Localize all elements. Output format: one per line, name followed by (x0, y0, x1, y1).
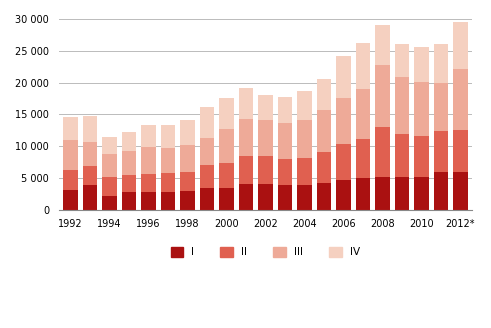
Bar (180, 120, 195, 145)
Bar (161, 193, 175, 210)
Bar (297, 92, 312, 120)
Bar (63, 140, 78, 170)
Bar (434, 44, 448, 83)
Bar (336, 180, 351, 210)
Bar (63, 117, 78, 140)
Bar (395, 77, 409, 134)
Bar (141, 147, 156, 174)
Bar (161, 125, 175, 148)
Bar (239, 155, 253, 184)
Bar (63, 190, 78, 210)
Bar (122, 193, 136, 210)
Bar (161, 174, 175, 193)
Bar (434, 172, 448, 210)
Bar (239, 184, 253, 210)
Legend: I, II, III, IV: I, II, III, IV (166, 243, 364, 262)
Bar (297, 185, 312, 210)
Bar (355, 139, 370, 178)
Bar (63, 170, 78, 190)
Bar (434, 83, 448, 132)
Bar (297, 157, 312, 185)
Bar (82, 166, 97, 185)
Bar (102, 136, 117, 154)
Bar (277, 159, 292, 185)
Bar (82, 185, 97, 210)
Bar (317, 79, 331, 110)
Bar (258, 120, 273, 156)
Bar (375, 65, 390, 127)
Bar (102, 154, 117, 177)
Bar (141, 174, 156, 193)
Bar (239, 88, 253, 119)
Bar (102, 177, 117, 196)
Bar (141, 125, 156, 147)
Bar (219, 98, 234, 129)
Bar (199, 138, 214, 165)
Bar (122, 151, 136, 175)
Bar (239, 119, 253, 155)
Bar (414, 82, 429, 136)
Bar (180, 172, 195, 191)
Bar (102, 196, 117, 210)
Bar (297, 120, 312, 157)
Bar (219, 188, 234, 210)
Bar (199, 188, 214, 210)
Bar (219, 163, 234, 188)
Bar (414, 177, 429, 210)
Bar (317, 183, 331, 210)
Bar (82, 142, 97, 166)
Bar (395, 134, 409, 177)
Bar (317, 152, 331, 183)
Bar (355, 89, 370, 139)
Bar (395, 44, 409, 77)
Bar (355, 178, 370, 210)
Bar (258, 184, 273, 210)
Bar (395, 177, 409, 210)
Bar (122, 132, 136, 151)
Bar (375, 25, 390, 65)
Bar (355, 43, 370, 89)
Bar (453, 130, 467, 172)
Bar (277, 123, 292, 159)
Bar (122, 175, 136, 193)
Bar (161, 148, 175, 174)
Bar (453, 22, 467, 69)
Bar (141, 193, 156, 210)
Bar (219, 129, 234, 163)
Bar (199, 165, 214, 188)
Bar (414, 47, 429, 82)
Bar (434, 132, 448, 172)
Bar (375, 127, 390, 176)
Bar (336, 98, 351, 144)
Bar (258, 156, 273, 184)
Bar (180, 145, 195, 172)
Bar (453, 172, 467, 210)
Bar (375, 176, 390, 210)
Bar (277, 185, 292, 210)
Bar (180, 191, 195, 210)
Bar (317, 110, 331, 152)
Bar (453, 69, 467, 130)
Bar (82, 116, 97, 142)
Bar (277, 96, 292, 123)
Bar (336, 56, 351, 98)
Bar (199, 107, 214, 138)
Bar (258, 95, 273, 120)
Bar (414, 136, 429, 177)
Bar (336, 144, 351, 180)
